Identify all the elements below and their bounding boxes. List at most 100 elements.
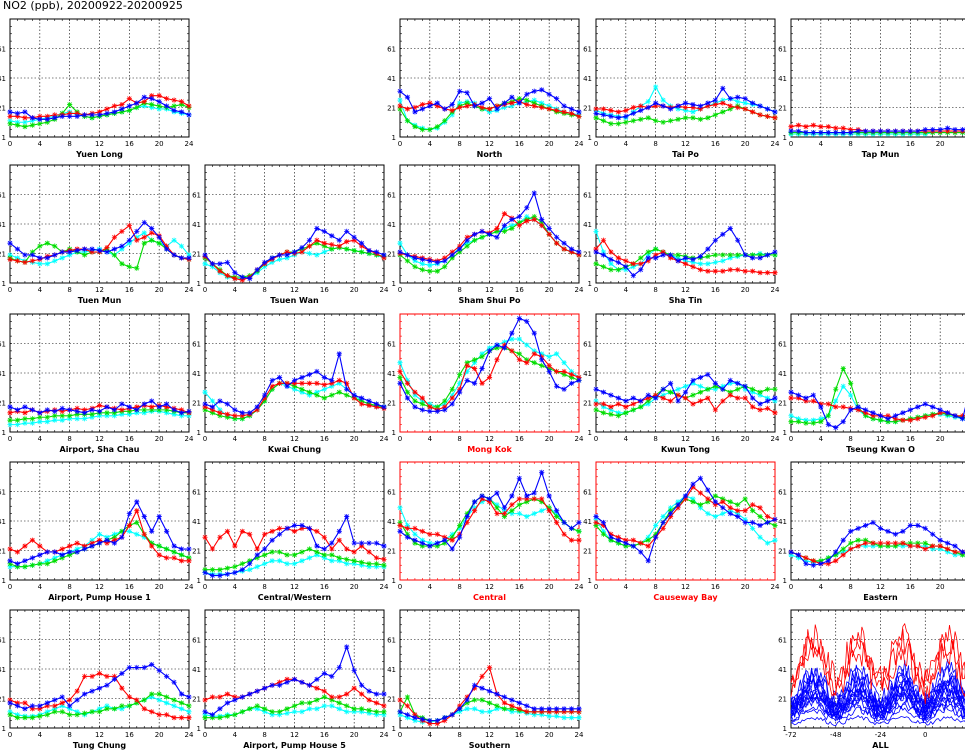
data-point bbox=[344, 546, 350, 552]
station-x-tick-label: 24 bbox=[185, 286, 194, 294]
data-point bbox=[81, 546, 88, 552]
station-y-tick-label: 21 bbox=[192, 696, 201, 704]
data-point bbox=[104, 245, 110, 251]
data-point bbox=[381, 404, 387, 410]
data-point bbox=[134, 104, 140, 111]
data-point bbox=[351, 549, 357, 555]
data-point bbox=[501, 694, 508, 700]
data-point bbox=[870, 413, 876, 419]
data-point bbox=[608, 531, 614, 537]
station-x-tick-label: 0 bbox=[594, 140, 598, 148]
data-point bbox=[164, 700, 170, 706]
station-x-tick-label: 4 bbox=[428, 140, 433, 148]
station-y-tick-label: 21 bbox=[387, 548, 396, 556]
data-point bbox=[284, 679, 290, 685]
data-point bbox=[306, 706, 313, 712]
station-x-tick-label: 8 bbox=[67, 583, 71, 591]
data-point bbox=[366, 540, 372, 546]
station-x-tick-label: 4 bbox=[233, 286, 238, 294]
data-point bbox=[720, 511, 726, 517]
data-point bbox=[171, 97, 177, 103]
data-point bbox=[202, 697, 208, 703]
station-y-tick-label: 61 bbox=[387, 341, 396, 349]
data-point bbox=[675, 398, 681, 404]
all-x-tick-label: 0 bbox=[923, 731, 927, 739]
data-point bbox=[690, 380, 696, 386]
data-point bbox=[576, 249, 582, 255]
data-point bbox=[344, 561, 350, 567]
data-point bbox=[675, 116, 681, 122]
data-point bbox=[764, 398, 771, 404]
data-point bbox=[37, 113, 43, 119]
data-point bbox=[727, 225, 733, 232]
data-point bbox=[667, 118, 674, 124]
data-point bbox=[727, 103, 733, 109]
data-point bbox=[134, 228, 140, 234]
station-y-tick-label: 41 bbox=[778, 75, 787, 83]
data-point bbox=[336, 537, 342, 543]
data-point bbox=[885, 419, 891, 425]
station-y-tick-label: 1 bbox=[783, 429, 787, 437]
data-point bbox=[202, 712, 208, 718]
data-point bbox=[171, 715, 177, 721]
data-point bbox=[892, 540, 899, 546]
data-point bbox=[471, 380, 478, 386]
data-point bbox=[531, 511, 537, 517]
data-point bbox=[682, 100, 689, 106]
station-y-tick-label: 61 bbox=[0, 341, 6, 349]
data-point bbox=[336, 555, 342, 561]
data-point bbox=[209, 404, 216, 410]
data-point bbox=[104, 706, 110, 712]
data-point bbox=[840, 537, 846, 543]
data-point bbox=[630, 273, 636, 279]
data-point bbox=[306, 250, 313, 257]
data-point bbox=[735, 252, 741, 258]
data-point bbox=[351, 247, 357, 254]
station-y-tick-label: 61 bbox=[192, 637, 201, 645]
data-point bbox=[239, 561, 245, 567]
data-point bbox=[22, 543, 28, 549]
data-point bbox=[630, 118, 636, 124]
data-point bbox=[217, 567, 223, 573]
data-point bbox=[351, 685, 357, 691]
station-x-tick-label: 0 bbox=[789, 435, 793, 443]
data-point bbox=[171, 411, 177, 417]
data-point bbox=[67, 712, 73, 718]
data-point bbox=[89, 673, 95, 679]
data-point bbox=[464, 377, 470, 383]
data-point bbox=[89, 246, 95, 252]
data-point bbox=[442, 118, 448, 124]
data-point bbox=[29, 115, 35, 121]
data-point bbox=[825, 561, 831, 567]
data-point bbox=[276, 252, 283, 258]
station-x-tick-label: 20 bbox=[155, 286, 164, 294]
data-point bbox=[675, 502, 681, 508]
data-point bbox=[239, 413, 245, 419]
all-series-line bbox=[790, 705, 965, 724]
data-point bbox=[720, 97, 726, 103]
data-point bbox=[74, 709, 80, 715]
data-point bbox=[457, 104, 463, 111]
data-point bbox=[186, 555, 192, 561]
station-x-tick-label: 16 bbox=[125, 286, 134, 294]
data-point bbox=[59, 413, 65, 419]
data-point bbox=[299, 374, 305, 381]
data-point bbox=[419, 401, 425, 407]
data-point bbox=[855, 128, 861, 134]
data-point bbox=[134, 664, 140, 671]
data-point bbox=[667, 252, 674, 258]
data-point bbox=[660, 252, 666, 258]
data-point bbox=[568, 709, 575, 715]
data-point bbox=[321, 374, 327, 381]
data-point bbox=[404, 106, 411, 112]
data-point bbox=[772, 516, 778, 523]
data-point bbox=[232, 697, 238, 703]
data-point bbox=[178, 255, 185, 261]
station-x-tick-label: 8 bbox=[67, 435, 71, 443]
station-x-tick-label: 24 bbox=[380, 731, 389, 739]
data-point bbox=[697, 267, 704, 273]
station-y-tick-label: 21 bbox=[778, 105, 787, 113]
data-point bbox=[855, 537, 861, 543]
data-point bbox=[600, 237, 607, 243]
